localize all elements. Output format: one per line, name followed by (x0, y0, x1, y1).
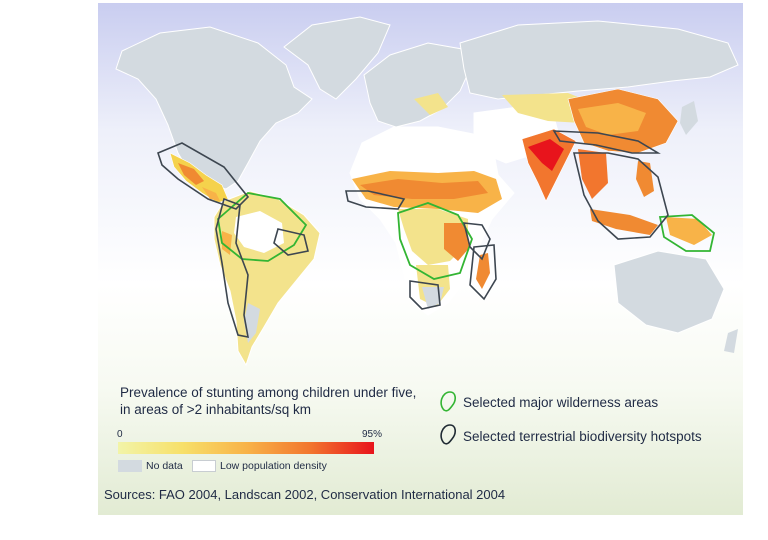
new-zealand (724, 329, 738, 353)
world-map (98, 3, 743, 515)
wilderness-congo (397, 202, 473, 280)
hotspot-andes (215, 197, 249, 339)
wilderness-key-label: Selected major wilderness areas (463, 395, 659, 410)
wilderness-amazon (217, 192, 308, 262)
stunting-color-scale (118, 442, 374, 454)
scale-max-label: 95% (362, 429, 383, 440)
no-data-swatch (118, 460, 142, 472)
hotspot-atlantic-forest (273, 228, 309, 256)
australia (613, 250, 725, 334)
hotspot-key-icon (440, 424, 456, 445)
greenland (283, 16, 391, 100)
hotspot-east-africa (462, 222, 491, 261)
hotspot-outlines (157, 130, 669, 339)
sources-text: Sources: FAO 2004, Landscan 2002, Conser… (104, 487, 506, 502)
hotspot-himalaya (552, 130, 661, 154)
madagascar (476, 253, 490, 289)
north-america (115, 26, 313, 190)
wilderness-new-guinea (658, 214, 715, 252)
low-density-label: Low population density (220, 460, 327, 472)
hotspot-sundaland (572, 152, 669, 240)
hotspot-madagascar (469, 244, 497, 301)
hotspot-key-label: Selected terrestrial biodiversity hotspo… (463, 429, 702, 444)
indonesia (590, 209, 658, 235)
scale-min-label: 0 (117, 429, 123, 440)
hotspot-mesoamerica (157, 142, 250, 210)
hotspot-southern-africa (409, 280, 441, 310)
japan (680, 101, 698, 135)
legend-title: Prevalence of stunting among children un… (120, 385, 417, 417)
hotspot-west-africa (345, 190, 406, 210)
map-panel (98, 3, 743, 515)
north-asia (459, 20, 739, 100)
wilderness-outlines (217, 192, 715, 280)
wilderness-key-icon (440, 391, 456, 412)
no-data-label: No data (146, 460, 183, 472)
low-density-swatch (192, 460, 216, 472)
